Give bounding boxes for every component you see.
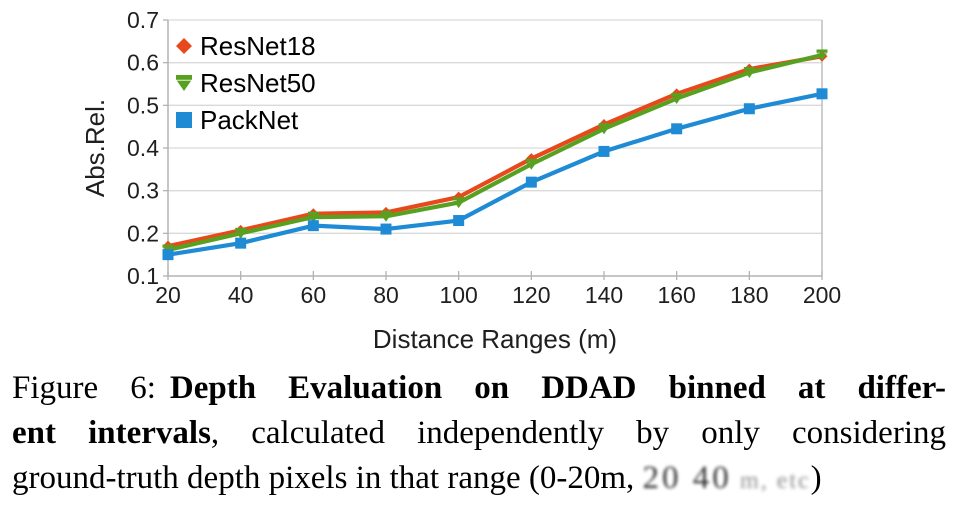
x-tick-label: 160	[657, 282, 695, 308]
y-tick-label: 0.4	[127, 135, 159, 161]
y-tick-label: 0.6	[127, 50, 159, 76]
caption-closing-paren: )	[810, 460, 822, 496]
line-chart-canvas: 20 40 60 80 100 120 140 160 180 200 0.1 0.2 0.3 0.4 0.…	[80, 7, 841, 354]
x-tick-label: 120	[512, 282, 550, 308]
x-tick-label: 60	[301, 282, 327, 308]
data-point-resnet50	[307, 211, 319, 215]
data-point-resnet50	[453, 197, 465, 201]
legend-marker-resnet50	[176, 80, 192, 91]
series-line-packnet	[165, 91, 825, 257]
data-point-resnet50	[744, 70, 755, 78]
caption-line-1: Figure 6: Depth Evaluation on DDAD binned…	[12, 366, 946, 411]
y-axis-title: Abs.Rel.	[80, 99, 110, 197]
legend-label-resnet18: ResNet18	[200, 31, 316, 61]
data-point-packnet	[235, 237, 247, 249]
data-point-resnet50	[671, 93, 683, 97]
legend-marker-resnet50	[176, 75, 192, 80]
data-point-resnet50	[308, 215, 319, 223]
y-tick-label: 0.3	[127, 178, 159, 204]
data-point-resnet50	[235, 227, 247, 232]
figure-caption: Figure 6: Depth Evaluation on DDAD binned…	[12, 366, 946, 504]
data-point-packnet	[525, 176, 537, 188]
data-point-packnet	[380, 223, 392, 235]
data-point-packnet	[743, 103, 755, 115]
x-tick-label: 40	[228, 282, 254, 308]
data-point-resnet50	[526, 162, 537, 170]
x-axis-title: Distance Ranges (m)	[373, 324, 617, 354]
data-point-resnet50	[743, 66, 755, 71]
data-point-packnet	[816, 88, 828, 100]
series-line-resnet18	[165, 54, 825, 249]
data-point-packnet	[598, 145, 610, 157]
y-tick-label: 0.2	[127, 220, 159, 246]
legend-label-packnet: PackNet	[200, 105, 299, 135]
caption-degraded-text: 20 40	[642, 460, 732, 496]
caption-text-2: , calculated independently by only consi…	[210, 415, 946, 451]
x-tick-label: 180	[730, 282, 768, 308]
x-tick-label: 80	[373, 282, 399, 308]
caption-figure-label: Figure 6:	[12, 370, 156, 406]
data-point-resnet50	[235, 231, 246, 239]
y-tick-label: 0.5	[127, 92, 159, 118]
data-point-packnet	[671, 123, 683, 135]
caption-bold-title-1: Depth Evaluation on DDAD binned at diffe…	[169, 370, 947, 406]
data-point-resnet50	[817, 53, 827, 61]
data-point-resnet50	[380, 210, 392, 215]
data-point-resnet50	[162, 244, 174, 248]
legend-label-resnet50: ResNet50	[200, 68, 316, 98]
data-point-packnet	[453, 215, 465, 227]
y-tick-label: 0.1	[127, 263, 159, 289]
y-tick-label: 0.7	[127, 7, 159, 33]
data-point-packnet	[162, 249, 174, 261]
x-tick-label: 140	[585, 282, 623, 308]
caption-line-2: ent intervals, calculated independently …	[12, 411, 946, 456]
x-tick-label: 100	[439, 282, 477, 308]
data-point-resnet50	[525, 158, 537, 163]
legend-marker-packnet	[176, 112, 192, 128]
series-line-resnet50	[165, 52, 825, 253]
data-point-resnet50	[598, 123, 610, 127]
data-point-resnet50	[671, 96, 682, 105]
data-point-resnet50	[816, 49, 828, 53]
data-point-resnet50	[381, 214, 391, 222]
legend-marker-resnet18	[176, 38, 192, 54]
depth-evaluation-chart: 20 40 60 80 100 120 140 160 180 200 0.1 0.2 0.3 0.4 0.…	[80, 7, 841, 354]
caption-text-3: ground-truth depth pixels in that range …	[12, 460, 635, 496]
caption-line-3: ground-truth depth pixels in that range …	[12, 456, 946, 504]
data-point-packnet	[307, 220, 319, 232]
data-point-resnet50	[599, 127, 609, 135]
x-tick-label: 200	[803, 282, 841, 308]
caption-bold-title-2: ent intervals	[12, 415, 211, 451]
data-point-resnet50	[453, 200, 464, 209]
x-tick-label: 20	[155, 282, 181, 308]
caption-degraded-text-2: m, etc	[740, 468, 811, 494]
